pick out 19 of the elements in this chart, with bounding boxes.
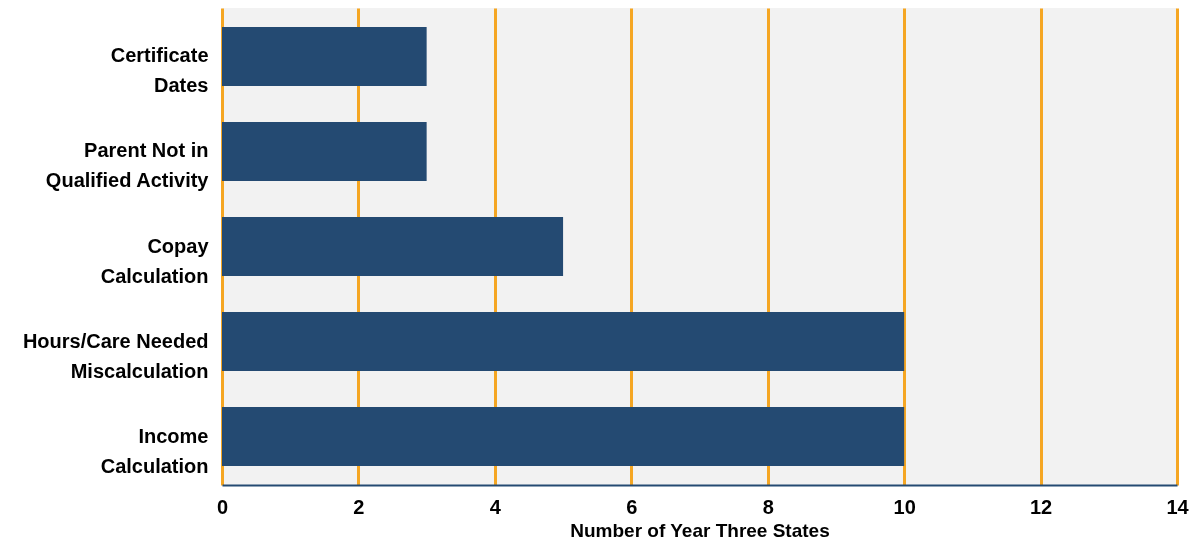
y-tick-label: Parent Not in Qualified Activity [45, 139, 210, 192]
y-tick-label: Income Calculation [100, 424, 209, 477]
x-tick-label: 8 [762, 495, 774, 518]
x-tick-label: 10 [893, 495, 916, 518]
bar [222, 217, 564, 276]
y-tick-label: Copay Calculation [100, 234, 210, 287]
x-tick-label: 14 [1166, 495, 1190, 518]
y-tick-label: Certificate Dates [110, 44, 209, 97]
x-tick-label: 2 [353, 495, 365, 518]
bar [222, 27, 427, 86]
x-tick-label: 4 [489, 495, 502, 518]
x-tick-label: 12 [1029, 495, 1053, 518]
bar [222, 312, 905, 371]
bar [222, 407, 905, 466]
bar [222, 122, 427, 181]
x-tick-label: 6 [626, 495, 638, 518]
x-tick-label: 0 [216, 495, 229, 518]
y-tick-label: Hours/Care Needed Miscalculation [22, 329, 209, 382]
x-axis-title: Number of Year Three States [570, 519, 830, 541]
